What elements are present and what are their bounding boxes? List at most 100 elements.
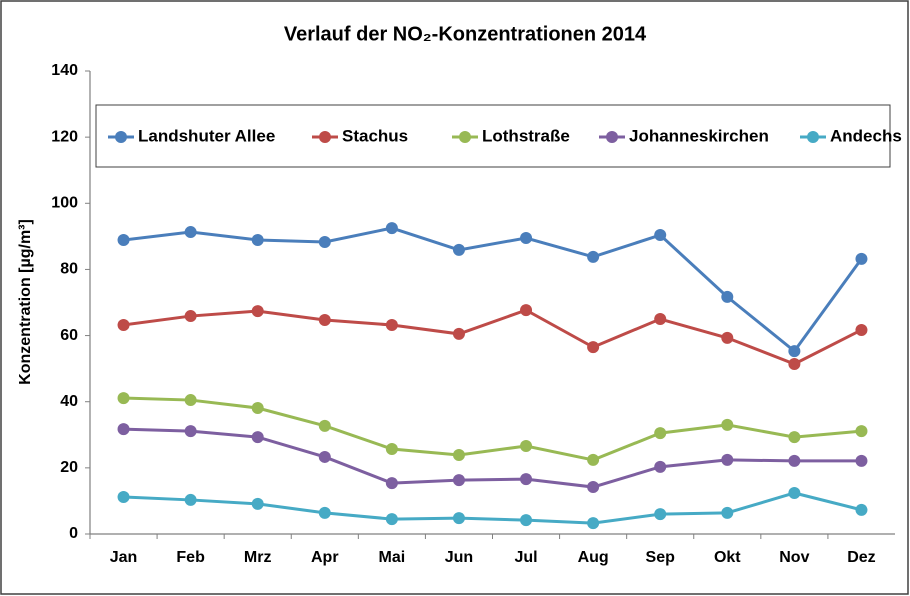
y-tick-label: 100 <box>51 195 78 212</box>
series-line <box>123 427 862 489</box>
x-tick-label: Jan <box>110 549 138 566</box>
y-tick-label: 40 <box>60 393 78 410</box>
point <box>587 453 600 466</box>
point <box>184 394 197 407</box>
point <box>855 323 868 336</box>
point <box>117 318 130 331</box>
x-tick-label: Aug <box>578 549 609 566</box>
point <box>452 448 465 461</box>
point <box>117 423 130 436</box>
legend-label: Lothstraße <box>482 126 570 145</box>
legend-marker <box>319 131 331 143</box>
point <box>788 454 801 467</box>
point <box>452 327 465 340</box>
point <box>721 453 734 466</box>
point <box>587 341 600 354</box>
y-tick-label: 80 <box>60 261 78 278</box>
point <box>788 358 801 371</box>
point <box>184 226 197 239</box>
y-tick-label: 60 <box>60 327 78 344</box>
point <box>318 235 331 248</box>
series-line <box>123 396 862 462</box>
point <box>520 304 533 317</box>
point <box>184 310 197 323</box>
point <box>452 243 465 256</box>
y-tick-label: 120 <box>51 128 78 145</box>
legend-label: Andechs <box>830 126 902 145</box>
point <box>788 345 801 358</box>
point <box>251 305 264 318</box>
legend-marker <box>115 131 127 143</box>
point <box>117 490 130 503</box>
y-tick-label: 140 <box>51 62 78 79</box>
x-tick-label: Apr <box>311 549 339 566</box>
x-tick-label: Nov <box>779 549 809 566</box>
legend-marker <box>807 131 819 143</box>
chart-title: Verlauf der NO₂-Konzentrationen 2014 <box>284 23 647 45</box>
point <box>385 443 398 456</box>
point <box>184 493 197 506</box>
x-tick-label: Dez <box>847 549 875 566</box>
x-tick-label: Sep <box>646 549 676 566</box>
series-line <box>123 226 863 354</box>
point <box>855 454 868 467</box>
point <box>721 506 734 519</box>
point <box>184 425 197 438</box>
point <box>855 425 868 438</box>
point <box>654 229 667 242</box>
point <box>117 392 130 405</box>
legend-marker <box>606 131 618 143</box>
x-tick-label: Okt <box>714 549 741 566</box>
point <box>587 481 600 494</box>
point <box>520 473 533 486</box>
point <box>520 514 533 527</box>
legend-marker <box>459 131 471 143</box>
x-tick-label: Mai <box>379 549 406 566</box>
point <box>587 517 600 530</box>
point <box>251 233 264 246</box>
point <box>385 513 398 526</box>
point <box>251 497 264 510</box>
point <box>788 486 801 499</box>
point <box>721 418 734 431</box>
y-tick-label: 20 <box>60 459 78 476</box>
point <box>654 460 667 473</box>
point <box>318 314 331 327</box>
series-line <box>123 308 863 366</box>
point <box>385 477 398 490</box>
y-tick-label: 0 <box>69 525 78 542</box>
point <box>520 232 533 245</box>
point <box>452 512 465 525</box>
point <box>788 431 801 444</box>
point <box>520 440 533 453</box>
point <box>721 290 734 303</box>
point <box>318 419 331 432</box>
point <box>654 427 667 440</box>
x-tick-label: Mrz <box>244 549 272 566</box>
point <box>251 401 264 414</box>
x-tick-label: Jul <box>514 549 537 566</box>
legend-label: Stachus <box>342 126 408 145</box>
legend-label: Johanneskirchen <box>629 126 769 145</box>
point <box>385 222 398 235</box>
series-line <box>123 491 862 525</box>
point <box>654 508 667 521</box>
point <box>318 450 331 463</box>
point <box>385 318 398 331</box>
point <box>318 506 331 519</box>
legend-label: Landshuter Allee <box>138 126 275 145</box>
point <box>117 233 130 246</box>
x-tick-label: Jun <box>445 549 473 566</box>
legend-box <box>95 104 891 168</box>
point <box>721 331 734 344</box>
point <box>452 474 465 487</box>
y-axis-label: Konzentration [µg/m³] <box>17 219 34 385</box>
point <box>654 313 667 326</box>
point <box>587 250 600 263</box>
point <box>251 431 264 444</box>
point <box>855 252 868 265</box>
point <box>855 503 868 516</box>
x-tick-label: Feb <box>176 549 205 566</box>
